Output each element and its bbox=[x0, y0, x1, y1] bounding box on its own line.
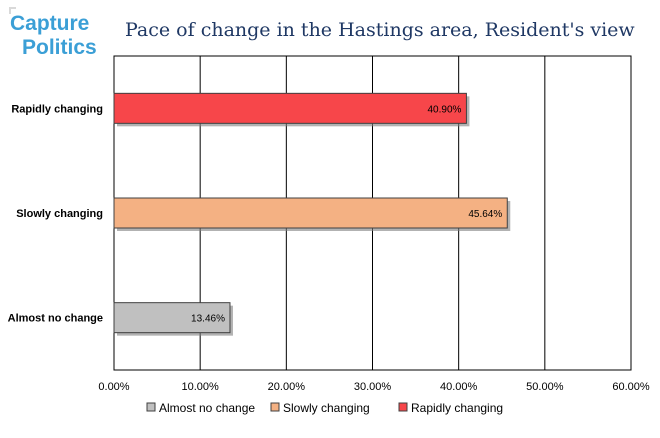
logo-line1: Capture bbox=[10, 12, 89, 35]
chart-title: Pace of change in the Hastings area, Res… bbox=[125, 19, 635, 41]
bar bbox=[113, 197, 508, 229]
legend-swatch bbox=[146, 402, 156, 412]
x-tick-label: 10.00% bbox=[182, 381, 220, 393]
x-tick-label: 30.00% bbox=[354, 381, 392, 393]
data-label: 40.90% bbox=[427, 104, 461, 115]
category-label: Rapidly changing bbox=[11, 103, 103, 115]
capture-politics-logo: Capture Politics bbox=[4, 6, 108, 60]
logo-corner-icon bbox=[9, 7, 16, 14]
plot-area: 0.00% 10.00% 20.00% 30.00% 40.00% 50.00% 60.00… bbox=[8, 55, 650, 393]
legend-label: Almost no change bbox=[159, 401, 255, 415]
legend: Almost no change Slowly changing Rapidly c… bbox=[146, 401, 503, 415]
data-label: 13.46% bbox=[191, 314, 225, 325]
legend-label: Rapidly changing bbox=[411, 401, 503, 415]
legend-swatch bbox=[270, 402, 280, 412]
bar bbox=[113, 92, 467, 124]
x-tick-label: 60.00% bbox=[612, 381, 650, 393]
x-tick-label: 50.00% bbox=[526, 381, 564, 393]
logo-background bbox=[4, 6, 108, 60]
category-label: Slowly changing bbox=[16, 208, 103, 220]
category-label: Almost no change bbox=[8, 313, 103, 325]
x-tick-label: 20.00% bbox=[268, 381, 306, 393]
x-tick-label: 0.00% bbox=[98, 381, 129, 393]
logo-line2: Politics bbox=[22, 36, 97, 59]
data-label: 45.64% bbox=[468, 209, 502, 220]
bar bbox=[113, 302, 231, 334]
legend-swatch bbox=[398, 402, 408, 412]
legend-label: Slowly changing bbox=[283, 401, 370, 415]
x-tick-label: 40.00% bbox=[440, 381, 478, 393]
